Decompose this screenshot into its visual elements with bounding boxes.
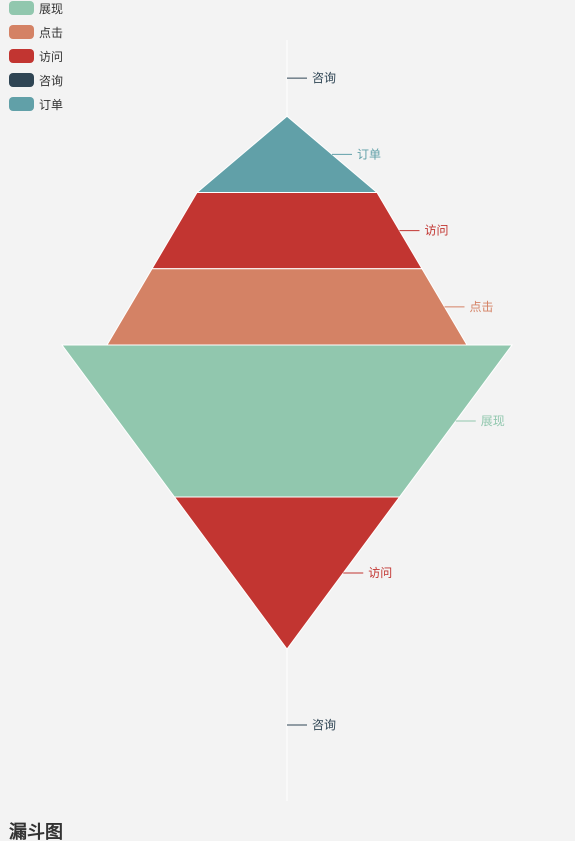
funnel-label: 展现: [481, 414, 505, 428]
funnel-segment-1-1[interactable]: [173, 496, 401, 650]
funnel-segment-0-2[interactable]: [151, 192, 423, 270]
legend-label: 点击: [39, 25, 64, 40]
legend-item-dianji[interactable]: 点击: [9, 25, 64, 40]
funnel-label: 咨询: [312, 70, 336, 85]
funnel-label: 订单: [357, 147, 381, 161]
legend-label: 访问: [39, 49, 64, 64]
funnel-segment-1-0[interactable]: [61, 344, 513, 498]
funnel-label: 咨询: [312, 717, 336, 732]
legend-label: 咨询: [39, 73, 64, 88]
funnel-segment-0-3[interactable]: [106, 268, 468, 346]
funnel-label: 访问: [425, 224, 449, 238]
chart-title: 漏斗图: [9, 822, 63, 841]
legend-swatch: [9, 49, 34, 63]
legend-swatch: [9, 1, 34, 15]
legend-label: 展现: [39, 1, 64, 16]
funnel-label: 点击: [470, 300, 494, 314]
legend-item-zixun[interactable]: 咨询: [9, 73, 64, 88]
legend-swatch: [9, 73, 34, 87]
legend-item-zhanxian[interactable]: 展现: [9, 1, 64, 16]
legend-swatch: [9, 25, 34, 39]
legend-item-dingdan[interactable]: 订单: [9, 97, 64, 112]
legend-item-fangwen[interactable]: 访问: [9, 49, 64, 64]
legend-swatch: [9, 97, 34, 111]
funnel-label: 访问: [368, 566, 392, 580]
legend-label: 订单: [39, 97, 64, 112]
